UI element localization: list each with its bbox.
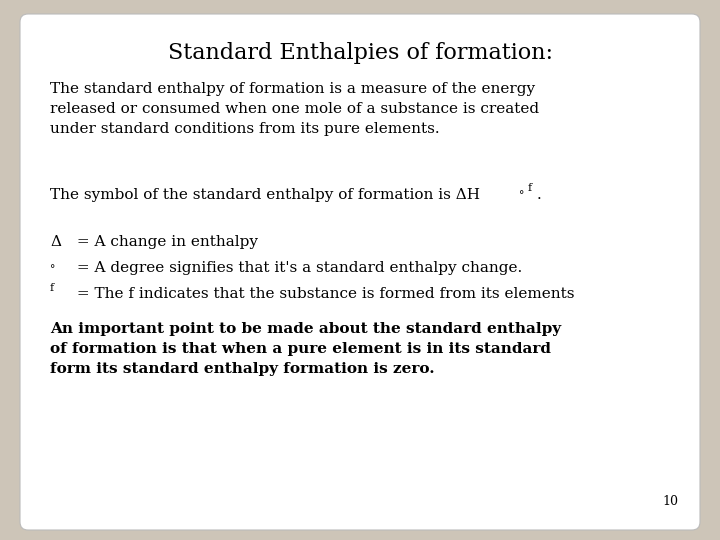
Text: f: f [528,183,532,193]
Text: An important point to be made about the standard enthalpy
of formation is that w: An important point to be made about the … [50,322,561,376]
Text: °: ° [519,191,524,201]
Text: Standard Enthalpies of formation:: Standard Enthalpies of formation: [168,42,552,64]
Text: 10: 10 [662,495,678,508]
Text: Δ: Δ [50,235,61,249]
Text: f: f [50,283,54,293]
Text: The standard enthalpy of formation is a measure of the energy
released or consum: The standard enthalpy of formation is a … [50,82,539,136]
Text: The symbol of the standard enthalpy of formation is ΔH: The symbol of the standard enthalpy of f… [50,188,480,202]
FancyBboxPatch shape [20,14,700,530]
Text: = A change in enthalpy: = A change in enthalpy [72,235,258,249]
Text: .: . [537,188,541,202]
Text: = The f indicates that the substance is formed from its elements: = The f indicates that the substance is … [72,287,575,301]
Text: °: ° [50,265,55,275]
Text: = A degree signifies that it's a standard enthalpy change.: = A degree signifies that it's a standar… [72,261,522,275]
